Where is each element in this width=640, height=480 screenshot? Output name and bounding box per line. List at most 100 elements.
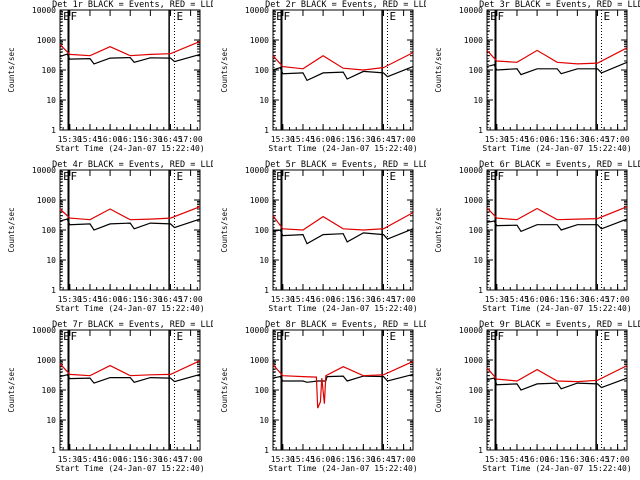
x-tick-label: 16:45 — [158, 295, 182, 304]
y-tick-label: 1 — [51, 446, 56, 455]
x-tick-label: 16:30 — [565, 455, 589, 464]
x-tick-label: 15:45 — [505, 455, 529, 464]
y-tick-label: 1 — [51, 286, 56, 295]
plot-frame — [59, 9, 201, 131]
marker-label: E — [490, 10, 497, 23]
x-tick-label: 16:45 — [158, 455, 182, 464]
series-events-line — [59, 53, 201, 65]
plot-frame — [486, 9, 628, 131]
x-tick-label: 16:00 — [525, 455, 549, 464]
y-axis-label: Counts/sec — [434, 367, 443, 412]
x-tick-label: 16:00 — [311, 135, 335, 144]
y-tick-label: 1000 — [250, 356, 269, 365]
y-tick-label: 10 — [46, 256, 56, 265]
x-tick-label: 16:15 — [118, 295, 142, 304]
y-tick-label: 1000 — [37, 36, 56, 45]
series-events-line — [272, 66, 414, 82]
x-axis-label: Start Time (24-Jan-07 15:22:40) — [268, 464, 417, 473]
y-tick-label: 1000 — [250, 36, 269, 45]
series-events-line — [486, 61, 628, 76]
chart-title: Det 6r BLACK = Events, RED = LLD — [479, 160, 640, 170]
chart-title: Det 1r BLACK = Events, RED = LLD — [52, 0, 213, 10]
x-tick-label: 16:45 — [585, 135, 609, 144]
y-axis-label: Counts/sec — [220, 367, 229, 412]
x-tick-label: 15:45 — [78, 295, 102, 304]
x-tick-label: 15:45 — [78, 455, 102, 464]
marker-label: E — [604, 170, 611, 183]
chart-panel-8: Det 8r BLACK = Events, RED = LLD 1 10 100 10… — [220, 320, 426, 473]
chart-panel-9: Det 9r BLACK = Events, RED = LLD 1 10 100 10… — [434, 320, 640, 473]
y-tick-label: 10000 — [245, 326, 269, 335]
y-tick-label: 1000 — [464, 36, 483, 45]
y-tick-label: 10000 — [245, 166, 269, 175]
x-tick-label: 17:00 — [392, 455, 416, 464]
chart-panel-4: Det 4r BLACK = Events, RED = LLD 1 10 100 10… — [7, 160, 213, 313]
plot-frame — [59, 329, 201, 451]
x-tick-label: 16:30 — [351, 295, 375, 304]
x-tick-label: 16:45 — [371, 135, 395, 144]
series-events-line — [272, 228, 414, 245]
chart-panel-2: Det 2r BLACK = Events, RED = LLD 1 10 100 10… — [220, 0, 426, 153]
chart-title: Det 2r BLACK = Events, RED = LLD — [265, 0, 426, 10]
series-events-line — [486, 377, 628, 391]
x-tick-label: 15:45 — [291, 135, 315, 144]
x-tick-label: 16:15 — [545, 455, 569, 464]
x-tick-label: 16:30 — [351, 135, 375, 144]
chart-panel-6: Det 6r BLACK = Events, RED = LLD 1 10 100 10… — [434, 160, 640, 313]
x-tick-label: 16:15 — [118, 455, 142, 464]
marker-label: F — [283, 330, 290, 343]
chart-panel-5: Det 5r BLACK = Events, RED = LLD 1 10 100 10… — [220, 160, 426, 313]
x-tick-label: 16:00 — [311, 295, 335, 304]
chart-title: Det 4r BLACK = Events, RED = LLD — [52, 160, 213, 170]
x-tick-label: 17:00 — [179, 295, 203, 304]
y-axis-label: Counts/sec — [434, 207, 443, 252]
x-tick-label: 17:00 — [606, 295, 630, 304]
marker-label: E — [490, 170, 497, 183]
x-tick-label: 16:30 — [351, 455, 375, 464]
y-tick-label: 10000 — [32, 166, 56, 175]
x-tick-label: 15:30 — [58, 135, 82, 144]
marker-label: E — [276, 170, 283, 183]
chart-panel-1: Det 1r BLACK = Events, RED = LLD 1 10 100 10… — [7, 0, 213, 153]
series-events-line — [59, 373, 201, 384]
chart-title: Det 9r BLACK = Events, RED = LLD — [479, 320, 640, 330]
x-axis-label: Start Time (24-Jan-07 15:22:40) — [482, 144, 631, 153]
x-axis-label: Start Time (24-Jan-07 15:22:40) — [482, 304, 631, 313]
marker-label: E — [177, 330, 184, 343]
y-tick-label: 100 — [469, 226, 484, 235]
x-tick-label: 17:00 — [606, 455, 630, 464]
x-tick-label: 17:00 — [179, 135, 203, 144]
x-tick-label: 15:30 — [271, 455, 295, 464]
series-lld-line — [59, 206, 201, 221]
y-tick-label: 1 — [478, 126, 483, 135]
marker-label: E — [177, 10, 184, 23]
x-axis-label: Start Time (24-Jan-07 15:22:40) — [268, 304, 417, 313]
x-tick-label: 15:45 — [291, 455, 315, 464]
y-tick-label: 100 — [42, 66, 57, 75]
y-tick-label: 1000 — [250, 196, 269, 205]
x-tick-label: 15:30 — [485, 455, 509, 464]
chart-title: Det 5r BLACK = Events, RED = LLD — [265, 160, 426, 170]
marker-label: E — [490, 330, 497, 343]
x-tick-label: 16:00 — [98, 295, 122, 304]
y-tick-label: 100 — [255, 66, 270, 75]
plot-frame — [486, 329, 628, 451]
marker-label: E — [177, 170, 184, 183]
x-tick-label: 16:45 — [158, 135, 182, 144]
marker-label: E — [390, 170, 397, 183]
x-tick-label: 16:00 — [525, 295, 549, 304]
y-tick-label: 10000 — [459, 326, 483, 335]
x-axis-label: Start Time (24-Jan-07 15:22:40) — [55, 304, 204, 313]
x-tick-label: 15:45 — [505, 295, 529, 304]
series-events-line — [272, 373, 414, 383]
y-tick-label: 1 — [478, 446, 483, 455]
marker-label: F — [70, 170, 77, 183]
x-tick-label: 15:45 — [505, 135, 529, 144]
y-tick-label: 1 — [51, 126, 56, 135]
x-tick-label: 16:00 — [98, 135, 122, 144]
plot-frame — [272, 9, 414, 131]
x-tick-label: 16:15 — [331, 455, 355, 464]
y-tick-label: 100 — [42, 386, 57, 395]
y-tick-label: 1 — [478, 286, 483, 295]
y-tick-label: 10 — [46, 416, 56, 425]
